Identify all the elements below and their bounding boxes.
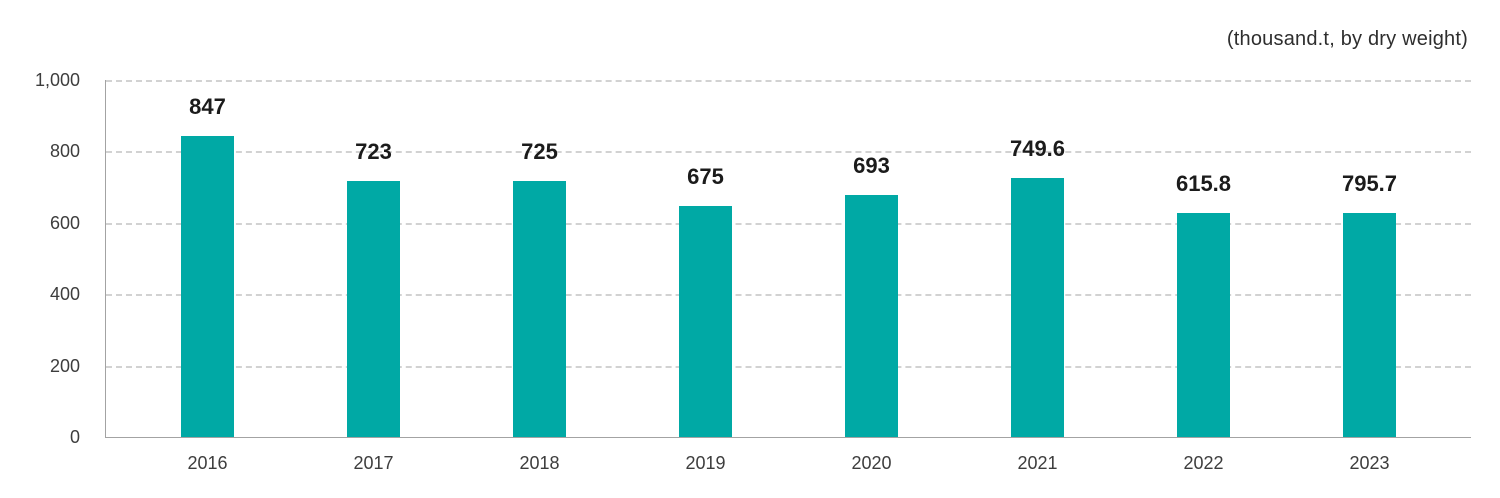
bar-2021 [1011,178,1064,437]
y-tick-200: 200 [49,355,80,376]
x-tick-2019: 2019 [685,453,726,473]
gridline-600 [106,222,1471,225]
bar-group-2023: 795.7 2023 [1341,80,1398,473]
x-tick-2017: 2017 [353,453,394,473]
plot-area: 847 2016 723 2017 725 2018 675 2019 693 [105,80,1471,473]
bar-group-2016: 847 2016 [181,80,234,473]
bar-value-label: 615.8 [1175,171,1232,197]
x-tick-2022: 2022 [1183,453,1224,473]
bar-value-label: 847 [189,94,226,119]
bar-group-2021: 749.6 2021 [1009,80,1066,473]
unit-label: (thousand.t, by dry weight) [1226,28,1468,50]
y-tick-0: 0 [69,427,80,447]
gridline-200 [106,365,1471,368]
x-tick-2021: 2021 [1017,453,1058,473]
bar-value-label: 725 [521,139,558,165]
gridline-1000 [106,80,1471,82]
x-tick-2018: 2018 [519,453,560,473]
bar-value-label: 723 [355,139,392,165]
gridline-400 [106,294,1471,297]
bar-group-2018: 725 2018 [513,80,566,473]
y-tick-400: 400 [49,284,80,305]
bar-group-2020: 693 2020 [845,80,898,473]
bar-2020 [845,195,898,437]
bar-group-2019: 675 2019 [679,80,732,473]
y-tick-600: 600 [49,212,80,233]
bar-value-label: 749.6 [1009,136,1066,162]
bar-2023 [1343,213,1396,437]
x-tick-2016: 2016 [187,453,228,473]
bars-container: 847 2016 723 2017 725 2018 675 2019 693 [106,80,1471,473]
x-tick-2020: 2020 [851,453,892,473]
bar-value-label: 675 [687,164,724,189]
gridline-800 [106,151,1471,154]
bar-2016 [181,136,234,437]
bar-2018 [513,181,566,437]
bar-group-2022: 615.8 2022 [1175,80,1232,473]
bar-value-label: 693 [853,153,890,178]
bar-2019 [679,206,732,437]
y-tick-1000: 1,000 [34,70,80,90]
bar-value-label: 795.7 [1341,171,1398,197]
y-tick-800: 800 [49,141,80,162]
bar-group-2017: 723 2017 [347,80,400,473]
bar-2017 [347,181,400,437]
x-tick-2023: 2023 [1349,453,1390,473]
bar-2022 [1177,213,1230,437]
